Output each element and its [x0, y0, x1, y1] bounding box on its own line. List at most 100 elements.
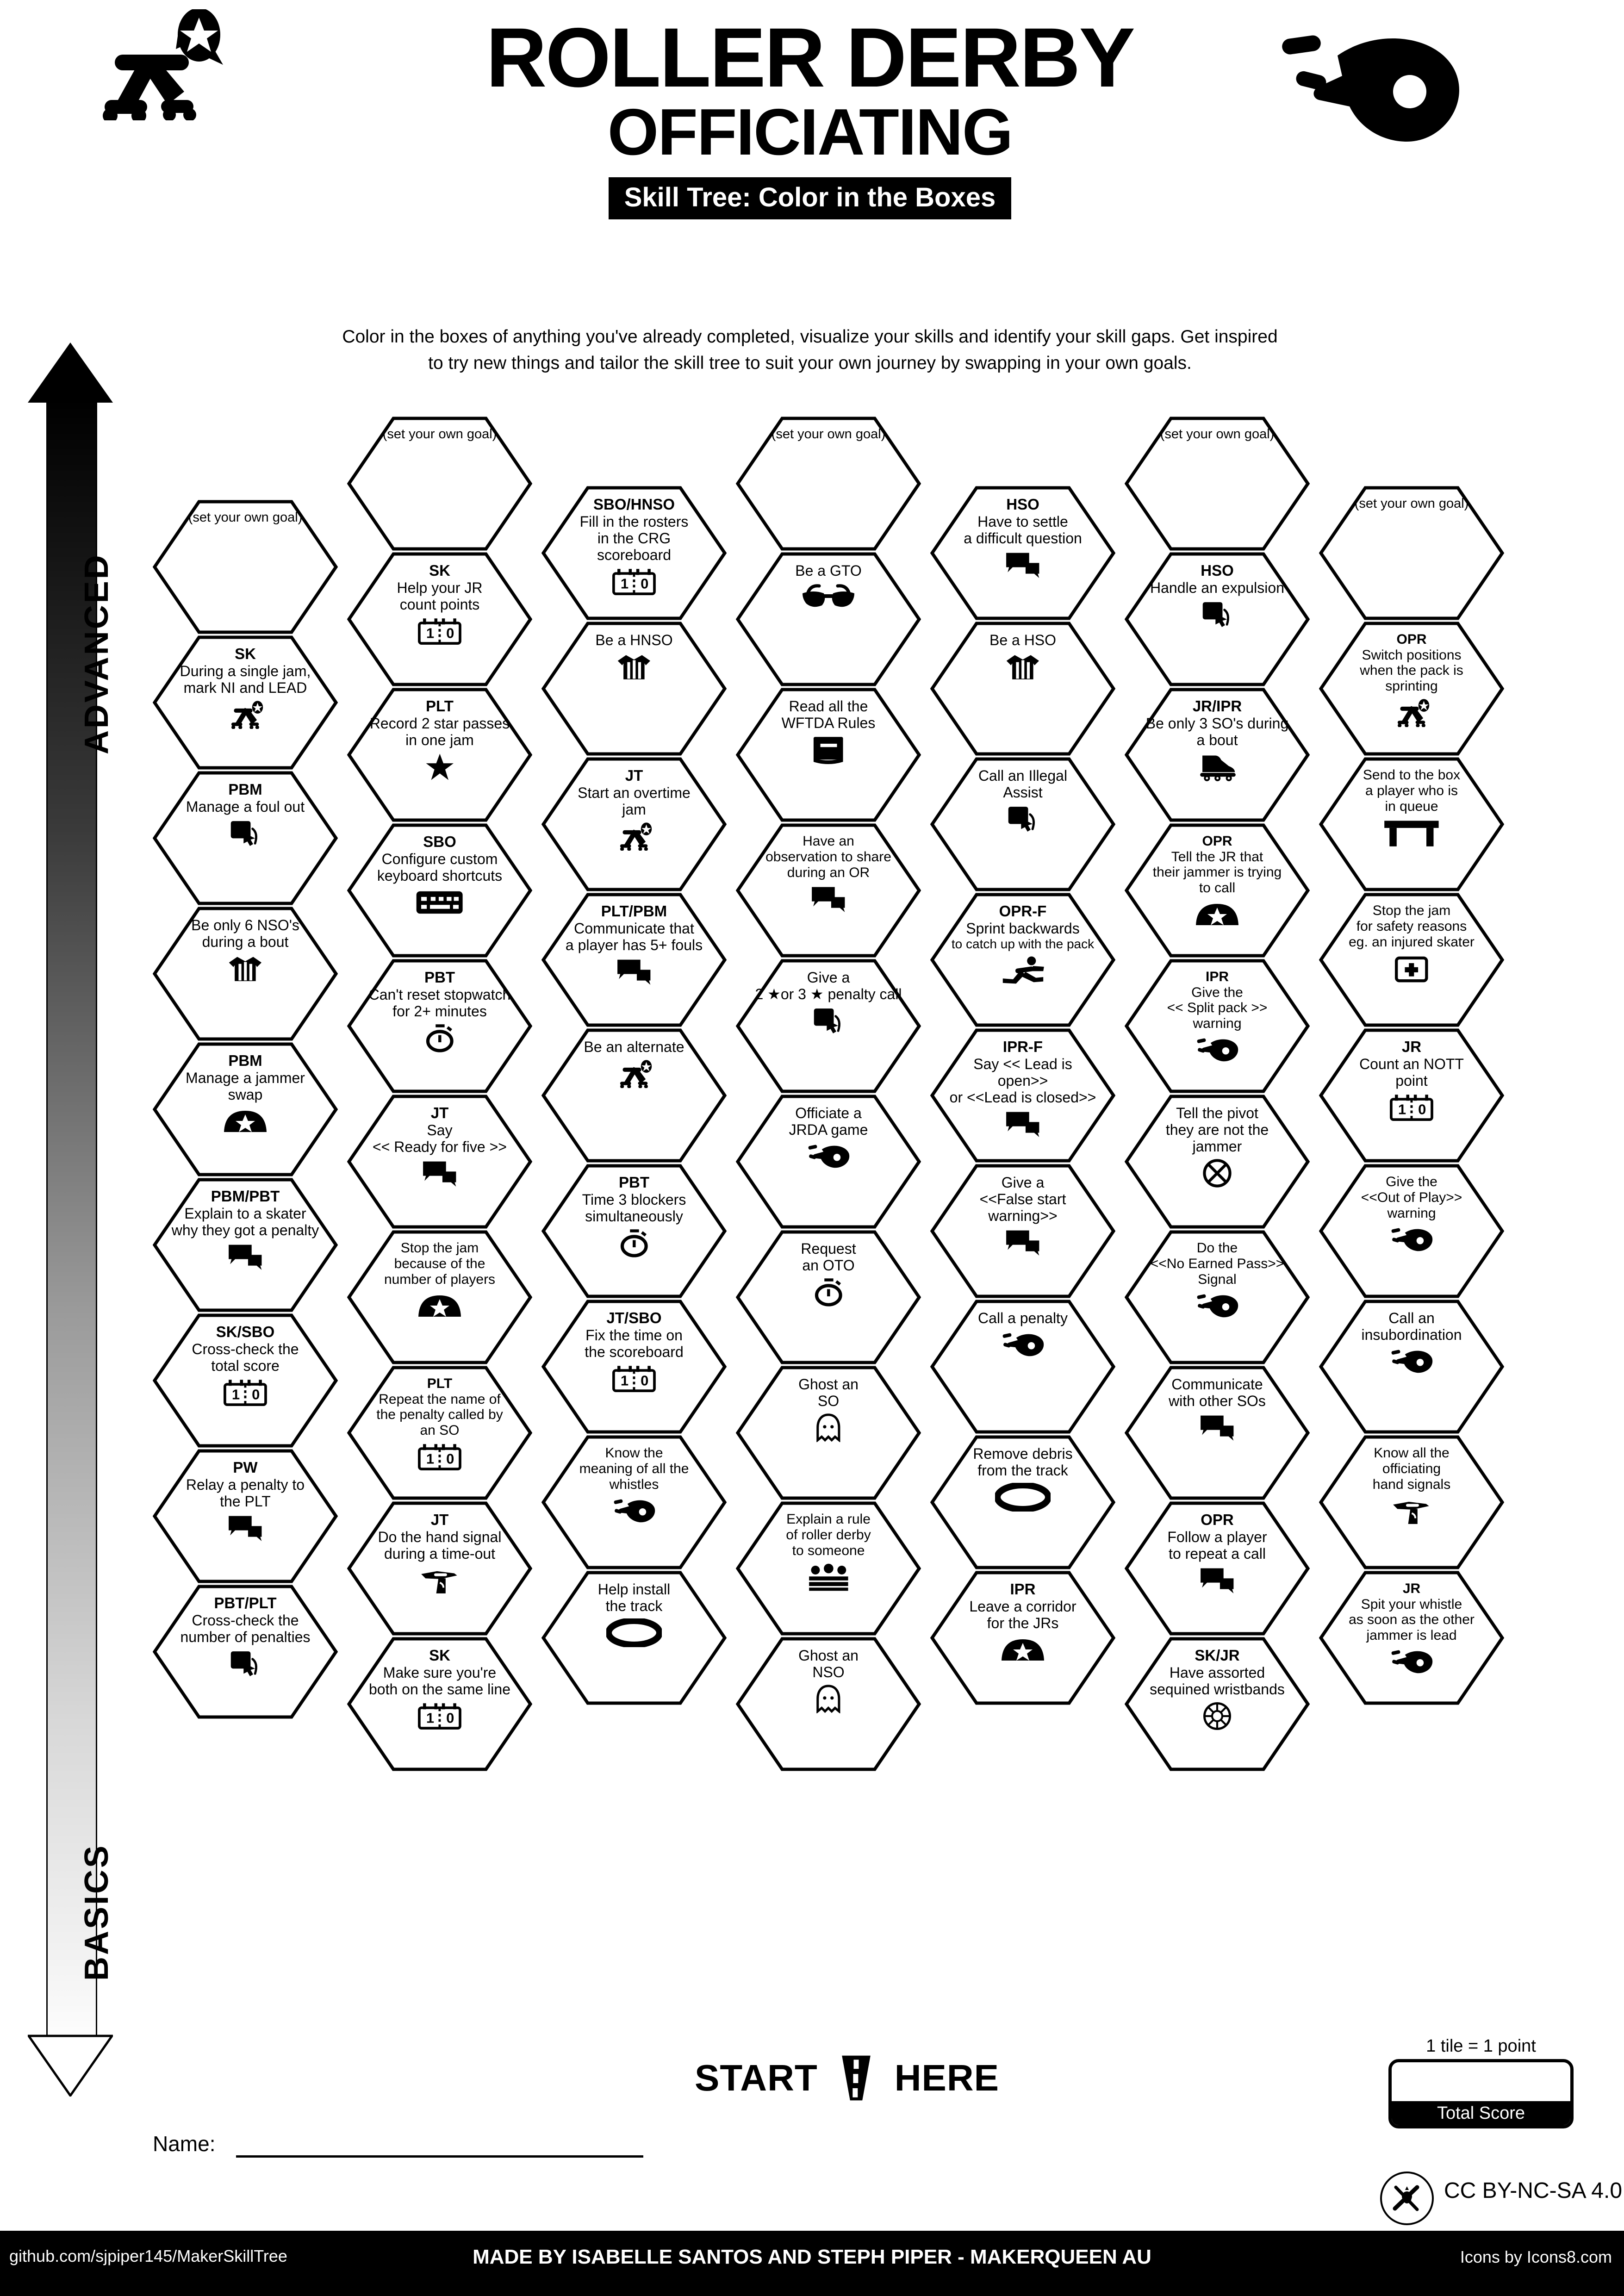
- skill-tile-col6-6[interactable]: Tell the pivot they are not the jammer: [1124, 1095, 1310, 1229]
- skill-tile-col5-3[interactable]: Call an Illegal Assist: [930, 757, 1116, 891]
- skill-tile-text: jam: [622, 801, 646, 818]
- skill-tile-col5-9[interactable]: IPR Leave a corridor for the JRs: [930, 1571, 1116, 1705]
- footer-github-link[interactable]: github.com/sjpiper145/MakerSkillTree: [9, 2246, 287, 2265]
- skill-tile-col6-10[interactable]: SK/JR Have assorted sequined wristbands: [1124, 1637, 1310, 1771]
- skill-tile-col1-9[interactable]: PBT/PLT Cross-check the number of penaltie…: [152, 1585, 338, 1719]
- skill-tile-text: Fix the time on: [585, 1326, 683, 1344]
- svg-text:0: 0: [446, 1710, 454, 1726]
- skill-tile-col2-3[interactable]: PLT Record 2 star passes in one jam: [347, 688, 533, 822]
- name-input-rule[interactable]: [236, 2131, 643, 2158]
- skill-tile-col2-7[interactable]: Stop the jam because of the number of play…: [347, 1230, 533, 1364]
- skill-tile-text: << Split pack >>: [1167, 1000, 1268, 1016]
- skill-tile-col5-8[interactable]: Remove debris from the track: [930, 1435, 1116, 1569]
- skill-tile-col4-6[interactable]: Officiate a JRDA game: [735, 1095, 921, 1229]
- skill-tile-col5-6[interactable]: Give a <<False start warning>>: [930, 1164, 1116, 1298]
- skill-tile-col6-5[interactable]: IPR Give the << Split pack >> warning: [1124, 959, 1310, 1093]
- skill-tile-col1-2[interactable]: SK During a single jam, mark NI and LEAD: [152, 635, 338, 770]
- skill-tile-col3-7[interactable]: JT/SBO Fix the time on the scoreboard 1 0: [541, 1300, 727, 1434]
- skill-tile-col5-5[interactable]: IPR-F Say << Lead is open>> or <<Lead is c…: [930, 1028, 1116, 1163]
- speech-bubbles-icon: [1005, 1108, 1041, 1140]
- skill-tile-col3-6[interactable]: PBT Time 3 blockers simultaneously: [541, 1164, 727, 1298]
- skill-tile-col7-3[interactable]: Send to the box a player who is in queue: [1319, 757, 1505, 891]
- name-field-row[interactable]: Name:: [153, 2131, 662, 2164]
- skill-tile-col7-6[interactable]: Give the <<Out of Play>> warning: [1319, 1164, 1505, 1298]
- skill-tile-col1-5[interactable]: PBM Manage a jammer swap: [152, 1042, 338, 1176]
- skill-tile-col3-8[interactable]: Know the meaning of all the whistles: [541, 1435, 727, 1569]
- skill-tile-col1-7[interactable]: SK/SBO Cross-check the total score 1 0: [152, 1313, 338, 1448]
- skill-tile-col4-3[interactable]: Read all the WFTDA Rules: [735, 688, 921, 822]
- skill-tile-col4-8[interactable]: Ghost an SO: [735, 1366, 921, 1500]
- skill-tile-col3-5[interactable]: Be an alternate: [541, 1028, 727, 1163]
- skill-tile-col2-1[interactable]: (set your own goal): [347, 417, 533, 551]
- skill-tile-text: Have assorted: [1169, 1664, 1265, 1681]
- skill-tile-col3-3[interactable]: JT Start an overtime jam: [541, 757, 727, 891]
- skill-tile-col3-2[interactable]: Be a HNSO: [541, 622, 727, 756]
- skill-tile-goal-placeholder: (set your own goal): [188, 510, 303, 525]
- skill-tile-content: HSO Have to settle a difficult question: [948, 496, 1098, 547]
- skill-tile-col6-3[interactable]: JR/IPR Be only 3 SO's during a bout: [1124, 688, 1310, 822]
- skill-tile-col5-2[interactable]: Be a HSO: [930, 622, 1116, 756]
- skill-tile-text: during a bout: [202, 933, 289, 951]
- skill-tile-col3-1[interactable]: SBO/HNSO Fill in the rosters in the CRG sc…: [541, 486, 727, 620]
- skill-tile-col2-2[interactable]: SK Help your JR count points 1 0: [347, 552, 533, 686]
- total-score-panel[interactable]: 1 tile = 1 point Total Score: [1388, 2036, 1574, 2134]
- skill-tile-col1-1[interactable]: (set your own goal): [152, 500, 338, 634]
- skill-tile-col1-4[interactable]: Be only 6 NSO's during a bout: [152, 907, 338, 1041]
- skill-tile-col4-4[interactable]: Have an observation to share during an OR: [735, 823, 921, 958]
- skill-tile-col4-1[interactable]: (set your own goal): [735, 417, 921, 551]
- skill-tile-col7-7[interactable]: Call an insubordination: [1319, 1300, 1505, 1434]
- hexagon-outline: [735, 1230, 921, 1364]
- skill-tile-col6-4[interactable]: OPR Tell the JR that their jammer is tryin…: [1124, 823, 1310, 958]
- skill-tile-col5-4[interactable]: OPR-F Sprint backwards to catch up with th…: [930, 893, 1116, 1027]
- skill-tile-col1-8[interactable]: PW Relay a penalty to the PLT: [152, 1449, 338, 1583]
- total-score-input[interactable]: Total Score: [1388, 2059, 1574, 2128]
- skill-tile-content: Do the <<No Earned Pass>> Signal: [1142, 1240, 1292, 1288]
- skill-tile-col6-9[interactable]: OPR Follow a player to repeat a call: [1124, 1501, 1310, 1636]
- skill-tile-col7-2[interactable]: OPR Switch positions when the pack is sprin…: [1319, 622, 1505, 756]
- page-description: Color in the boxes of anything you've al…: [324, 324, 1296, 376]
- svg-text:0: 0: [252, 1387, 260, 1403]
- skill-tile-col6-2[interactable]: HSO Handle an expulsion: [1124, 552, 1310, 686]
- skill-tile-col7-8[interactable]: Know all the officiating hand signals: [1319, 1435, 1505, 1569]
- skill-tile-code: HSO: [1201, 562, 1234, 579]
- skill-tile-content: IPR Leave a corridor for the JRs: [948, 1580, 1098, 1631]
- skill-tile-col6-8[interactable]: Communicate with other SOs: [1124, 1366, 1310, 1500]
- skill-tile-col5-7[interactable]: Call a penalty: [930, 1300, 1116, 1434]
- skill-tile-col4-2[interactable]: Be a GTO: [735, 552, 921, 686]
- stopwatch-icon: [619, 1227, 649, 1259]
- skill-tile-text: in one jam: [405, 732, 474, 749]
- skill-tile-content: OPR Follow a player to repeat a call: [1142, 1511, 1292, 1562]
- svg-text:1: 1: [426, 1451, 434, 1467]
- skill-tile-col7-9[interactable]: JR Spit your whistle as soon as the other j…: [1319, 1571, 1505, 1705]
- stopwatch-icon: [814, 1276, 844, 1308]
- skill-tile-col3-9[interactable]: Help install the track: [541, 1571, 727, 1705]
- skill-tile-col7-4[interactable]: Stop the jam for safety reasons eg. an inj…: [1319, 893, 1505, 1027]
- skill-tile-col6-1[interactable]: (set your own goal): [1124, 417, 1310, 551]
- skill-tile-col4-10[interactable]: Ghost an NSO: [735, 1637, 921, 1771]
- skill-tile-code: IPR: [1010, 1580, 1036, 1598]
- skill-tile-text: when the pack is: [1360, 663, 1463, 678]
- skill-tile-col4-7[interactable]: Request an OTO: [735, 1230, 921, 1364]
- skill-tile-col5-1[interactable]: HSO Have to settle a difficult question: [930, 486, 1116, 620]
- skill-tile-col2-8[interactable]: PLT Repeat the name of the penalty called …: [347, 1366, 533, 1500]
- skill-tile-content: (set your own goal): [170, 510, 320, 525]
- svg-text:0: 0: [446, 1451, 454, 1467]
- skill-tile-col2-6[interactable]: JT Say << Ready for five >>: [347, 1095, 533, 1229]
- skill-tile-col7-1[interactable]: (set your own goal): [1319, 486, 1505, 620]
- skill-tile-col1-6[interactable]: PBM/PBT Explain to a skater why they got a…: [152, 1178, 338, 1312]
- skill-tile-col3-4[interactable]: PLT/PBM Communicate that a player has 5+ f…: [541, 893, 727, 1027]
- skill-tile-text: During a single jam,: [180, 662, 311, 679]
- skill-tile-col2-10[interactable]: SK Make sure you're both on the same line 1…: [347, 1637, 533, 1771]
- skill-tile-col2-5[interactable]: PBT Can't reset stopwatch for 2+ minutes: [347, 959, 533, 1093]
- skill-tile-col6-7[interactable]: Do the <<No Earned Pass>> Signal: [1124, 1230, 1310, 1364]
- skill-tile-col2-4[interactable]: SBO Configure custom keyboard shortcuts: [347, 823, 533, 958]
- skill-tile-col2-9[interactable]: JT Do the hand signal during a time-out: [347, 1501, 533, 1636]
- skill-tile-text: Call an Illegal: [978, 767, 1068, 784]
- skill-tile-text: Start an overtime: [578, 784, 691, 801]
- skill-tile-col1-3[interactable]: PBM Manage a foul out: [152, 771, 338, 905]
- skill-tile-code: JR: [1402, 1581, 1421, 1596]
- skill-tile-col7-5[interactable]: JR Count an NOTT point 1 0: [1319, 1028, 1505, 1163]
- skill-tile-col4-9[interactable]: Explain a rule of roller derby to someone: [735, 1501, 921, 1636]
